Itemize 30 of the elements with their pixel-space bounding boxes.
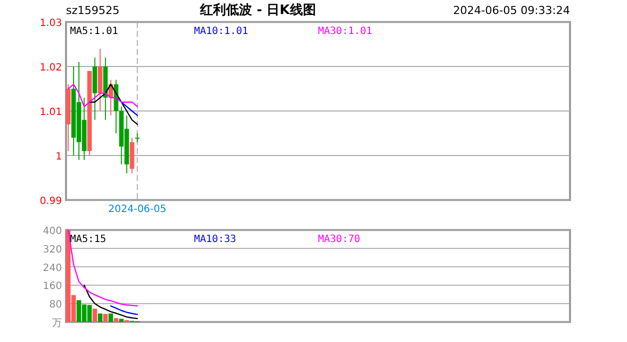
line-series: [68, 229, 138, 306]
y-tick-label: 240: [42, 262, 62, 274]
y-tick-label: 1.03: [40, 18, 62, 29]
y-tick-label: 320: [42, 244, 62, 256]
bar: [103, 314, 108, 322]
text: MA30:70: [318, 234, 360, 245]
line-series: [84, 284, 138, 320]
y-tick-label: 160: [42, 281, 62, 292]
y-tick-label: 万: [52, 318, 62, 329]
line-series: [110, 305, 138, 316]
bar: [114, 318, 118, 322]
text: MA5:1.01: [70, 26, 118, 37]
y-tick-label: 0.99: [40, 196, 62, 207]
bar: [92, 308, 98, 322]
text: MA10:33: [194, 234, 236, 245]
x-tick-label: 2024-06-05: [108, 204, 166, 215]
bar: [108, 313, 114, 322]
bar: [119, 318, 124, 322]
bar: [98, 313, 102, 322]
y-tick-label: 1: [56, 152, 62, 162]
text: MA30:1.01: [318, 26, 372, 37]
text: sz159525: [66, 4, 120, 17]
chart-title: 红利低波 - 日K线图: [199, 2, 316, 18]
y-tick-label: 1.01: [40, 107, 62, 118]
y-tick-label: 80: [49, 300, 62, 311]
line-series: [88, 84, 138, 125]
y-tick-label: 1.02: [40, 62, 62, 74]
y-tick-label: 400: [42, 226, 62, 237]
text: MA10:1.01: [194, 26, 248, 37]
text: 2024-06-05 09:33:24: [453, 4, 570, 17]
